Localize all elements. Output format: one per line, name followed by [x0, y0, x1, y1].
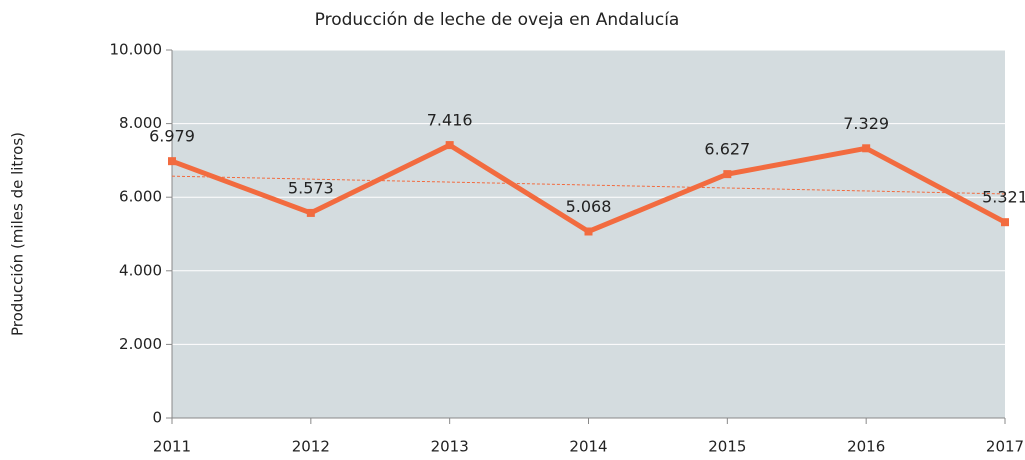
x-tick-label: 2015 — [708, 438, 746, 456]
data-point — [168, 157, 176, 166]
data-label: 5.573 — [288, 178, 334, 197]
data-label: 6.979 — [149, 127, 195, 146]
y-tick-label: 10.000 — [110, 41, 163, 59]
data-point — [584, 227, 593, 236]
x-tick-label: 2011 — [153, 438, 191, 456]
data-point — [862, 144, 871, 153]
data-label: 6.627 — [704, 140, 750, 159]
x-tick-label: 2012 — [292, 438, 330, 456]
data-label: 5.068 — [566, 197, 612, 216]
y-tick-label: 0 — [152, 409, 162, 427]
data-label: 5.321 — [982, 188, 1025, 207]
y-tick-label: 2.000 — [119, 335, 162, 353]
data-point — [445, 141, 454, 150]
data-label: 7.329 — [843, 114, 889, 133]
x-tick-label: 2013 — [431, 438, 469, 456]
trendline — [171, 175, 1006, 195]
data-label: 7.416 — [427, 111, 473, 130]
x-tick-label: 2016 — [847, 438, 885, 456]
chart-title: Producción de leche de oveja en Andalucí… — [315, 10, 680, 30]
data-point — [306, 208, 315, 217]
y-tick-label: 8.000 — [119, 114, 162, 132]
y-tick-label: 6.000 — [119, 188, 162, 206]
y-tick-label: 4.000 — [119, 261, 162, 279]
x-tick-label: 2017 — [986, 438, 1024, 456]
data-point — [723, 170, 732, 179]
y-axis-label: Producción (miles de litros) — [9, 132, 27, 336]
x-tick-label: 2014 — [569, 438, 607, 456]
data-point — [1001, 218, 1009, 227]
